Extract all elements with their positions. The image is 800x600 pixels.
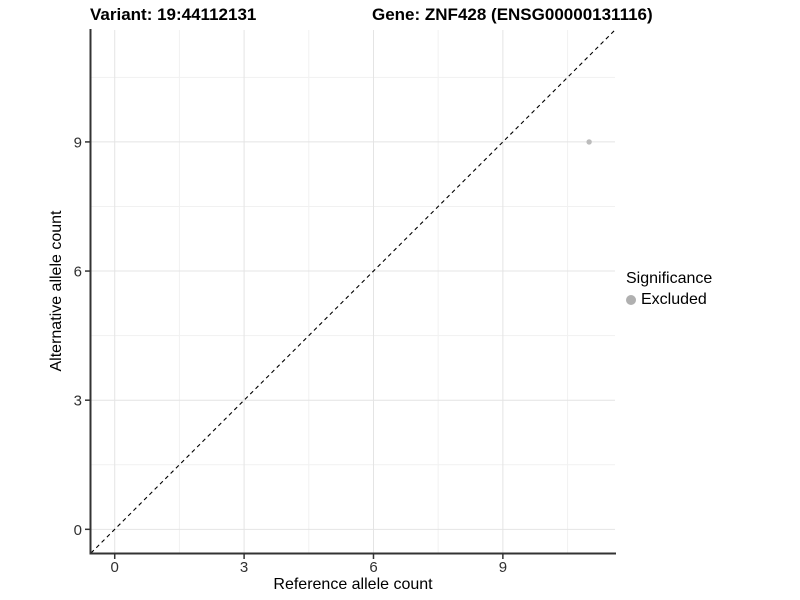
legend-title: Significance <box>626 270 713 287</box>
y-tick-label: 9 <box>74 134 82 151</box>
data-point <box>586 139 592 145</box>
y-tick-label: 3 <box>74 393 82 410</box>
x-tick-label: 0 <box>111 559 119 576</box>
variant-title: Variant: 19:44112131 <box>90 5 257 24</box>
legend-item-excluded: Excluded <box>626 290 712 310</box>
gene-title: Gene: ZNF428 (ENSG00000131116) <box>372 5 653 24</box>
identity-line <box>90 29 616 554</box>
y-axis-title: Alternative allele count <box>48 210 65 372</box>
legend-item-label: Excluded <box>641 291 707 308</box>
legend-point-icon <box>626 295 636 305</box>
legend: Significance Excluded <box>626 268 712 310</box>
x-tick-label: 6 <box>369 559 377 576</box>
x-axis-title: Reference allele count <box>273 576 433 593</box>
y-tick-label: 6 <box>74 264 82 281</box>
x-tick-label: 3 <box>240 559 248 576</box>
x-tick-label: 9 <box>499 559 507 576</box>
y-tick-label: 0 <box>74 522 82 539</box>
